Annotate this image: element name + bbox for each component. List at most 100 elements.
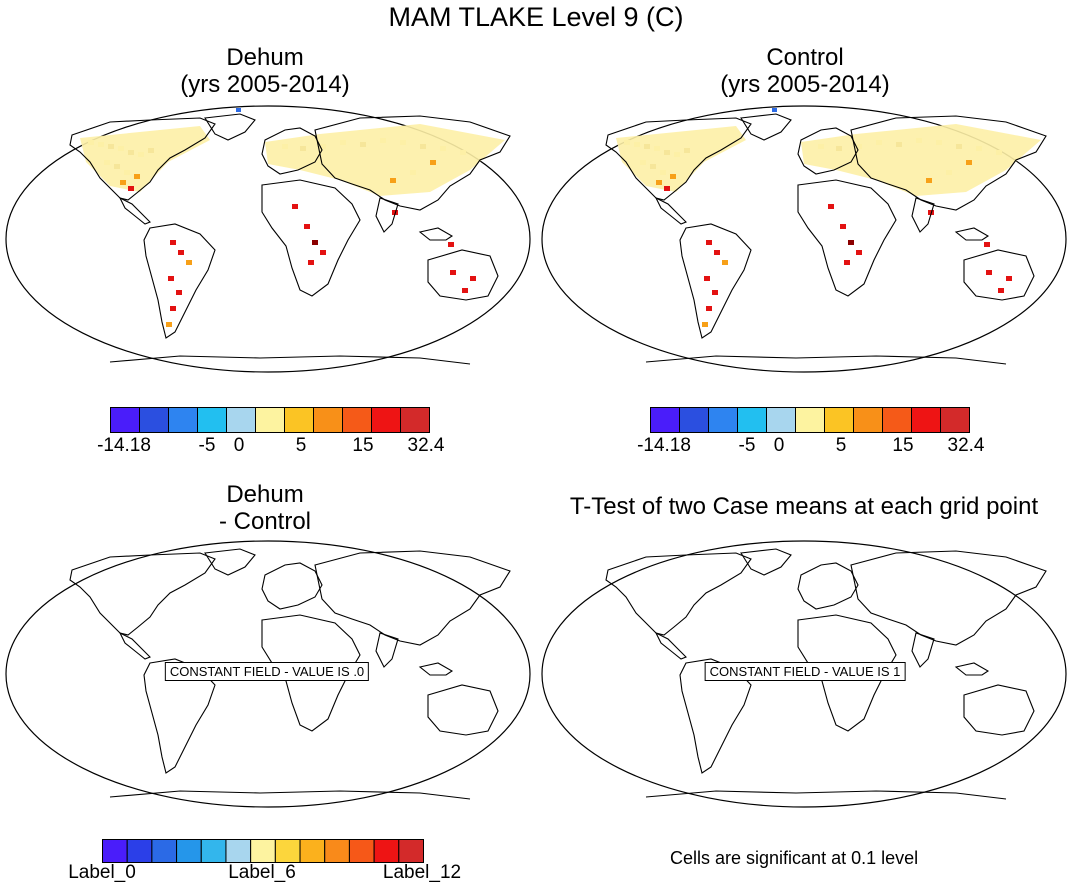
colorbar-swatch: [650, 407, 680, 433]
coastline: [118, 631, 151, 660]
tlake-cell: [996, 150, 1002, 155]
colorbar-swatch: [168, 407, 198, 433]
colorbar-swatch: [151, 839, 178, 863]
coastline: [314, 550, 511, 646]
tlake-cell: [138, 152, 144, 157]
tlake-cell: [836, 146, 842, 151]
tlake-cell: [840, 224, 846, 229]
colorbar-swatch: [398, 839, 424, 863]
colorbar-control-tick-label: 5: [835, 435, 847, 456]
coastline: [654, 196, 687, 225]
coastline: [69, 552, 216, 636]
coastline: [850, 550, 1047, 646]
tlake-cell: [98, 142, 104, 147]
tlake-cell: [714, 250, 720, 255]
panel-title-control-line1: Control: [766, 44, 844, 71]
tlake-cell: [896, 142, 902, 147]
tlake-cell: [976, 146, 982, 151]
coastline: [850, 115, 1047, 211]
colorbar-swatch: [250, 839, 276, 863]
colorbar-control: [650, 407, 970, 433]
tlake-cell: [702, 322, 708, 327]
tlake-cell: [176, 290, 182, 295]
coastline: [740, 113, 792, 141]
tlake-cell: [712, 290, 718, 295]
coastline: [740, 548, 792, 576]
tlake-cell: [300, 146, 306, 151]
colorbar-swatch: [126, 839, 153, 863]
coastline: [261, 562, 323, 610]
coastline: [375, 197, 399, 233]
map-dehum: [5, 105, 531, 373]
colorbar-swatch: [911, 407, 941, 433]
coastline: [797, 562, 859, 610]
colorbar-control-tick-label: -14.18: [637, 435, 691, 456]
tlake-cell: [644, 144, 650, 149]
panel-title-dehum: Dehum (yrs 2005-2014): [115, 44, 415, 98]
tlake-cell: [706, 306, 712, 311]
coastline: [314, 115, 511, 211]
colorbar-swatch: [299, 839, 326, 863]
tlake-region-north-america: [616, 126, 746, 192]
tlake-cell: [118, 146, 124, 151]
colorbar-swatch: [274, 839, 301, 863]
tlake-cell: [128, 186, 134, 191]
tlake-cell: [124, 170, 130, 175]
tlake-cell: [984, 242, 990, 247]
colorbar-swatch: [766, 407, 796, 433]
colorbar-swatch: [679, 407, 709, 433]
colorbar-swatch: [940, 407, 970, 433]
colorbar-swatch: [342, 407, 372, 433]
tlake-cell: [722, 260, 728, 265]
tlake-cell: [170, 240, 176, 245]
tlake-cell: [450, 270, 456, 275]
tlake-cell: [926, 178, 932, 183]
panel-title-dehum-line1: Dehum: [226, 44, 304, 71]
colorbar-dehum-tick-label: 5: [295, 435, 307, 456]
coastline: [679, 223, 752, 339]
tlake-cell: [998, 288, 1004, 293]
colorbar-diff: [102, 839, 424, 863]
tlake-cell: [470, 276, 476, 281]
map-control: [541, 105, 1067, 373]
tlake-cell: [430, 160, 436, 165]
tlake-cell: [128, 150, 134, 155]
panel-title-control: Control (yrs 2005-2014): [655, 44, 955, 98]
coastline: [204, 113, 256, 141]
tlake-cell: [114, 164, 120, 169]
colorbar-swatch: [255, 407, 285, 433]
tlake-cell: [956, 144, 962, 149]
colorbar-swatch: [324, 839, 350, 863]
colorbar-diff-tick-label: Label_12: [382, 862, 462, 883]
coastline: [418, 662, 454, 676]
colorbar-swatch: [284, 407, 314, 433]
tlake-cell: [148, 148, 154, 153]
tlake-cell: [916, 138, 922, 143]
coastline: [118, 196, 151, 225]
tlake-cell: [178, 250, 184, 255]
tlake-cell: [856, 144, 862, 149]
coastline: [427, 249, 499, 301]
tlake-cell: [654, 146, 660, 151]
coastline-antarctica: [109, 790, 471, 800]
colorbar-dehum-tick-label: 15: [352, 435, 374, 456]
coastline: [911, 632, 935, 668]
significance-note: Cells are significant at 0.1 level: [670, 848, 919, 868]
tlake-cell: [108, 144, 114, 149]
coastline: [605, 552, 752, 636]
tlake-cell: [670, 174, 676, 179]
colorbar-swatch: [225, 839, 252, 863]
tlake-cell: [656, 180, 662, 185]
coastline: [797, 127, 859, 175]
colorbar-dehum-tick-label: 0: [233, 435, 245, 456]
tlake-region-north-america: [80, 126, 210, 192]
tlake-cell: [706, 240, 712, 245]
colorbar-swatch: [371, 407, 401, 433]
coastline: [204, 548, 256, 576]
panel-title-diff-line2: - Control: [218, 508, 312, 535]
tlake-cell: [876, 140, 882, 145]
colorbar-dehum-tick-label: 32.4: [407, 435, 445, 456]
tlake-cell: [312, 240, 318, 245]
coastline-antarctica: [109, 355, 471, 365]
tlake-cell: [448, 242, 454, 247]
